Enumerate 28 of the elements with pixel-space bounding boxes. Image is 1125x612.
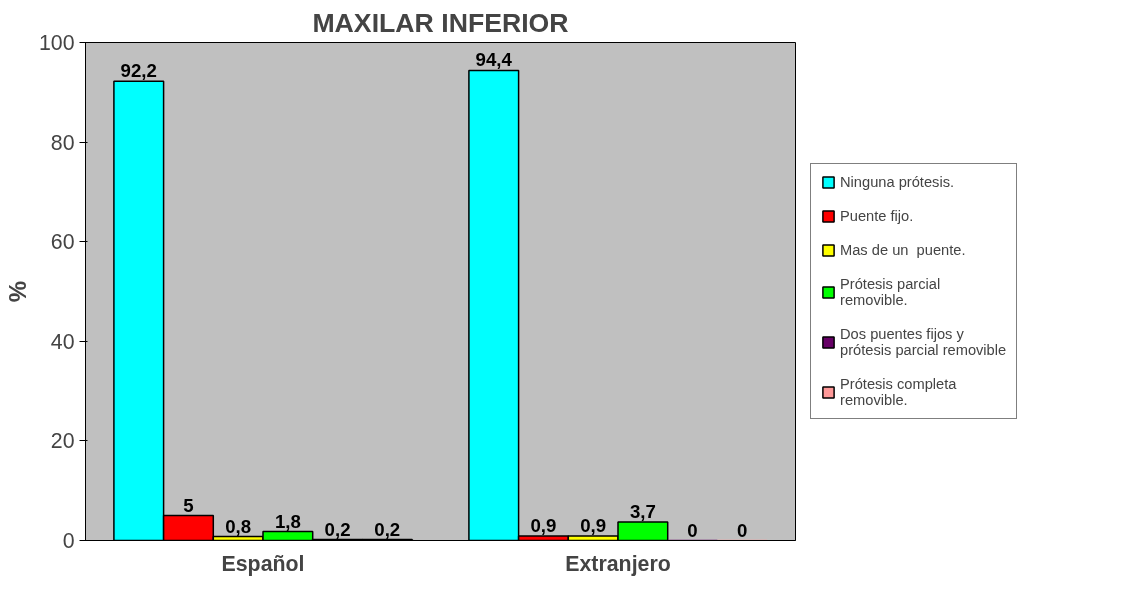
data-label: 0,8 <box>225 515 252 537</box>
data-label: 0 <box>737 519 748 541</box>
legend-label: Ninguna prótesis. <box>840 174 955 190</box>
legend-label: Mas de un puente. <box>840 242 966 258</box>
legend-label: Puente fijo. <box>840 208 914 224</box>
data-label: 0,9 <box>530 515 557 537</box>
y-tick-label: 100 <box>38 31 75 55</box>
y-tick-label: 0 <box>62 529 75 553</box>
legend-label: Prótesis parcial removible. <box>840 276 941 308</box>
data-label: 94,4 <box>475 49 513 71</box>
legend-label: Dos puentes fijos y prótesis parcial removible <box>840 326 1007 358</box>
y-tick-label: 20 <box>50 429 75 454</box>
legend-label: Prótesis completa removible. <box>840 376 957 408</box>
data-label: 0 <box>687 519 698 541</box>
data-label: 0,2 <box>374 518 401 540</box>
data-label: 3,7 <box>629 501 656 523</box>
data-label: 0,2 <box>324 518 351 540</box>
x-tick-label: Extranjero <box>565 551 671 576</box>
y-tick-label: 40 <box>50 329 75 354</box>
chart-title: MAXILAR INFERIOR <box>312 7 569 38</box>
data-label: 92,2 <box>120 60 157 82</box>
y-axis-title: % <box>3 280 31 303</box>
data-label: 1,8 <box>274 510 301 532</box>
x-tick-label: Español <box>221 551 305 576</box>
y-tick-label: 80 <box>50 130 75 155</box>
data-label: 0,9 <box>580 515 607 537</box>
y-tick-label: 60 <box>50 230 75 255</box>
data-label: 5 <box>183 494 194 516</box>
